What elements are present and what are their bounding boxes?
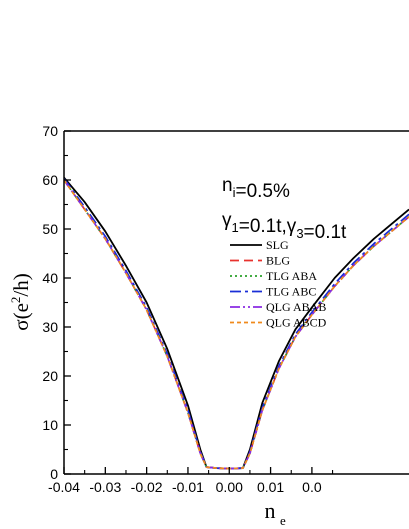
x-tick-label: -0.04: [48, 479, 80, 495]
y-tick-label: 40: [42, 270, 58, 286]
legend-label: BLG: [266, 254, 290, 268]
y-tick-label: 20: [42, 368, 58, 384]
legend-label: TLG ABA: [266, 269, 317, 283]
y-tick-label: 70: [42, 123, 58, 139]
annotation-ni: ni=0.5%: [222, 175, 290, 202]
legend-label: QLG ABCD: [266, 316, 327, 330]
x-tick-label: -0.03: [89, 479, 121, 495]
x-tick-label: 0.00: [216, 479, 243, 495]
legend-label: QLG ABAB: [266, 300, 326, 314]
legend-label: SLG: [266, 238, 289, 252]
y-tick-label: 10: [42, 417, 58, 433]
x-axis-title: n: [265, 498, 276, 523]
x-tick-label: -0.02: [131, 479, 163, 495]
y-axis-title: σ(e2/h): [8, 273, 33, 330]
x-tick-label: 0.01: [257, 479, 284, 495]
axis-ticks: 0 10 20 30 40 50 60 70 -0.04 -0.03 -0.02 -0.01 0.00 0…: [42, 123, 334, 495]
y-tick-label: 0: [50, 466, 58, 482]
x-axis-title-subscript: e: [280, 513, 286, 528]
y-tick-label: 30: [42, 319, 58, 335]
x-tick-label: 0.0: [302, 479, 322, 495]
y-tick-label: 50: [42, 221, 58, 237]
x-tick-label: -0.01: [172, 479, 204, 495]
annotations: ni=0.5% γ1=0.1t,γ3=0.1t: [222, 175, 347, 243]
axis-labels: n e σ(e2/h): [8, 273, 286, 528]
y-tick-label: 60: [42, 172, 58, 188]
legend-label: TLG ABC: [266, 285, 316, 299]
annotation-gamma: γ1=0.1t,γ3=0.1t: [222, 210, 347, 243]
